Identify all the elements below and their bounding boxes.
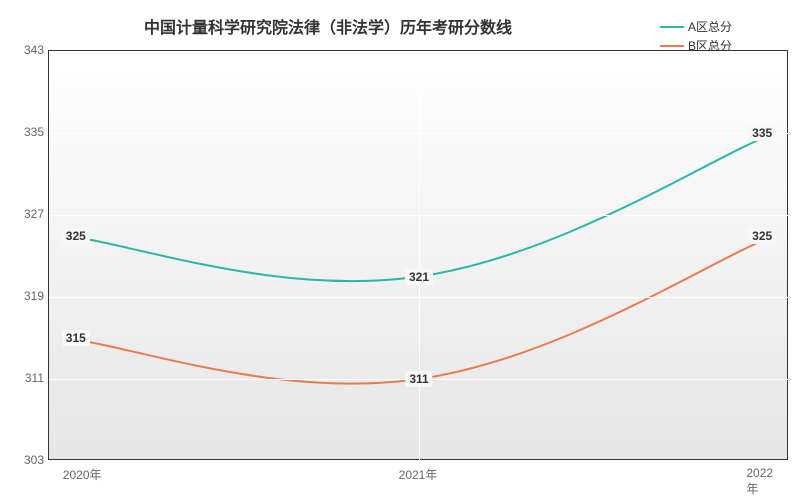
y-tick-label: 343 [14, 43, 44, 57]
x-tick-label: 2021年 [399, 466, 438, 483]
y-tick-label: 311 [14, 371, 44, 385]
data-label: 311 [405, 371, 432, 387]
data-label: 325 [62, 228, 90, 244]
x-tick-label: 2020年 [63, 466, 102, 483]
x-grid-line [419, 51, 420, 461]
x-tick-label: 2022年 [746, 466, 773, 497]
plot-area: 325 321 335 315 311 325 [48, 50, 788, 460]
legend-swatch [660, 45, 684, 47]
data-label: 325 [748, 228, 776, 244]
data-label: 321 [405, 269, 433, 285]
y-tick-label: 335 [14, 125, 44, 139]
data-label: 335 [748, 125, 776, 141]
legend-label: A区总分 [688, 18, 732, 35]
data-label: 315 [62, 330, 90, 346]
y-tick-label: 303 [14, 453, 44, 467]
y-tick-label: 319 [14, 289, 44, 303]
chart-title: 中国计量科学研究院法律（非法学）历年考研分数线 [48, 14, 608, 38]
legend-item[interactable]: A区总分 [660, 18, 732, 35]
chart-container: 中国计量科学研究院法律（非法学）历年考研分数线 A区总分B区总分 3253213… [0, 0, 800, 500]
y-tick-label: 327 [14, 207, 44, 221]
legend-swatch [660, 26, 684, 28]
